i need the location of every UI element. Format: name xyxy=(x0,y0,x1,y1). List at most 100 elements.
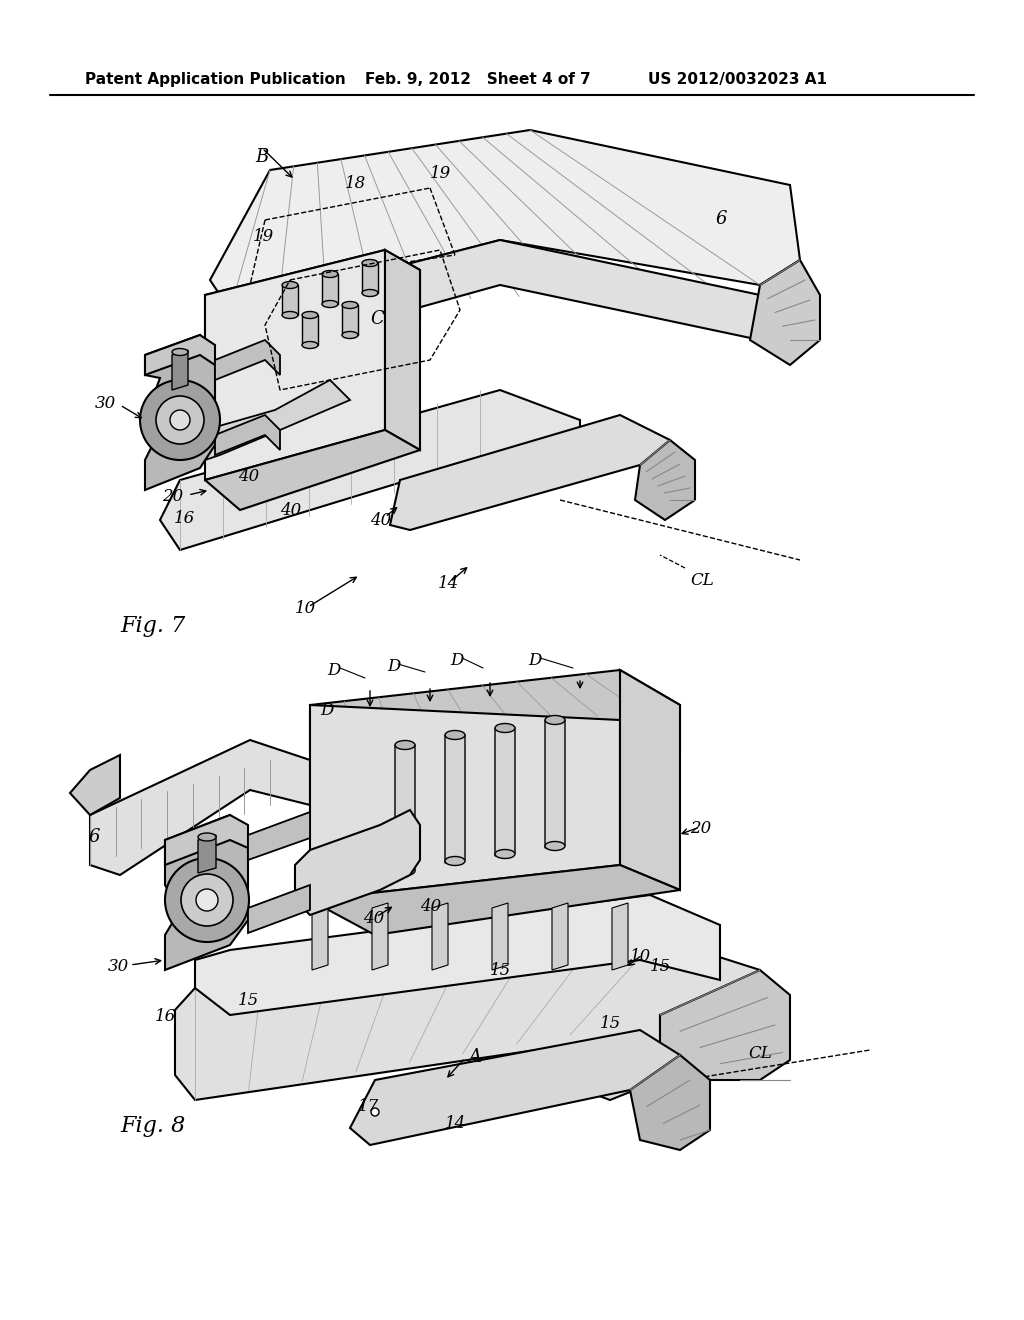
Ellipse shape xyxy=(362,260,378,267)
Polygon shape xyxy=(620,671,680,890)
Text: 15: 15 xyxy=(650,958,672,975)
Polygon shape xyxy=(545,719,565,847)
Polygon shape xyxy=(635,440,695,520)
Polygon shape xyxy=(432,903,449,970)
Ellipse shape xyxy=(198,833,216,841)
Circle shape xyxy=(181,874,233,927)
Text: D: D xyxy=(319,702,334,719)
Polygon shape xyxy=(248,812,310,861)
Ellipse shape xyxy=(342,301,358,309)
Polygon shape xyxy=(372,903,388,970)
Ellipse shape xyxy=(302,312,318,318)
Text: B: B xyxy=(255,148,268,166)
Polygon shape xyxy=(312,903,328,970)
Polygon shape xyxy=(660,970,790,1080)
Circle shape xyxy=(170,411,190,430)
Text: 15: 15 xyxy=(600,1015,622,1032)
Text: 20: 20 xyxy=(162,488,183,506)
Text: 19: 19 xyxy=(253,228,274,246)
Text: 20: 20 xyxy=(690,820,712,837)
Text: 30: 30 xyxy=(95,395,117,412)
Circle shape xyxy=(156,396,204,444)
Text: CL: CL xyxy=(690,572,714,589)
Text: US 2012/0032023 A1: US 2012/0032023 A1 xyxy=(648,73,827,87)
Polygon shape xyxy=(165,814,248,865)
Polygon shape xyxy=(630,1055,710,1150)
Text: 6: 6 xyxy=(88,828,99,846)
Polygon shape xyxy=(145,335,215,490)
Polygon shape xyxy=(172,350,188,389)
Polygon shape xyxy=(160,389,580,550)
Polygon shape xyxy=(362,263,378,293)
Polygon shape xyxy=(390,414,670,531)
Polygon shape xyxy=(310,671,680,755)
Polygon shape xyxy=(230,240,760,360)
Ellipse shape xyxy=(395,741,415,750)
Text: 40: 40 xyxy=(238,469,259,484)
Text: 10: 10 xyxy=(630,948,651,965)
Circle shape xyxy=(196,888,218,911)
Polygon shape xyxy=(175,935,760,1100)
Polygon shape xyxy=(750,260,820,366)
Ellipse shape xyxy=(495,850,515,858)
Polygon shape xyxy=(248,884,310,933)
Polygon shape xyxy=(165,814,248,970)
Polygon shape xyxy=(310,865,680,935)
Text: Fig. 7: Fig. 7 xyxy=(120,615,185,638)
Text: 16: 16 xyxy=(174,510,196,527)
Circle shape xyxy=(165,858,249,942)
Ellipse shape xyxy=(322,301,338,308)
Text: C: C xyxy=(370,310,384,327)
Ellipse shape xyxy=(362,289,378,297)
Ellipse shape xyxy=(282,312,298,318)
Polygon shape xyxy=(195,895,720,1015)
Polygon shape xyxy=(445,735,465,863)
Polygon shape xyxy=(395,744,415,873)
Circle shape xyxy=(140,380,220,459)
Polygon shape xyxy=(495,729,515,855)
Polygon shape xyxy=(198,836,216,873)
Text: 40: 40 xyxy=(370,512,391,529)
Polygon shape xyxy=(310,705,620,900)
Text: D: D xyxy=(528,652,542,669)
Ellipse shape xyxy=(395,866,415,875)
Ellipse shape xyxy=(495,723,515,733)
Polygon shape xyxy=(215,341,280,380)
Text: 19: 19 xyxy=(430,165,452,182)
Polygon shape xyxy=(492,903,508,970)
Polygon shape xyxy=(612,903,628,970)
Text: 18: 18 xyxy=(345,176,367,191)
Text: D: D xyxy=(327,663,340,678)
Text: D: D xyxy=(387,657,400,675)
Polygon shape xyxy=(90,741,310,875)
Polygon shape xyxy=(350,1030,680,1144)
Text: 14: 14 xyxy=(445,1115,466,1133)
Polygon shape xyxy=(145,335,215,375)
Ellipse shape xyxy=(302,342,318,348)
Ellipse shape xyxy=(322,271,338,277)
Ellipse shape xyxy=(342,331,358,338)
Text: 6: 6 xyxy=(715,210,726,228)
Polygon shape xyxy=(322,275,338,304)
Polygon shape xyxy=(215,414,280,455)
Ellipse shape xyxy=(445,730,465,739)
Text: 40: 40 xyxy=(280,502,301,519)
Polygon shape xyxy=(302,315,318,345)
Text: 17: 17 xyxy=(358,1098,379,1115)
Ellipse shape xyxy=(445,857,465,866)
Text: D: D xyxy=(450,652,464,669)
Circle shape xyxy=(371,1107,379,1115)
Text: 14: 14 xyxy=(438,576,459,591)
Polygon shape xyxy=(385,249,420,450)
Polygon shape xyxy=(282,285,298,315)
Polygon shape xyxy=(205,249,420,366)
Text: 40: 40 xyxy=(420,898,441,915)
Polygon shape xyxy=(552,903,568,970)
Text: 16: 16 xyxy=(155,1008,176,1026)
Polygon shape xyxy=(205,249,385,480)
Text: CL: CL xyxy=(748,1045,772,1063)
Text: 15: 15 xyxy=(238,993,259,1008)
Polygon shape xyxy=(205,380,350,459)
Polygon shape xyxy=(295,810,420,915)
Polygon shape xyxy=(70,755,120,814)
